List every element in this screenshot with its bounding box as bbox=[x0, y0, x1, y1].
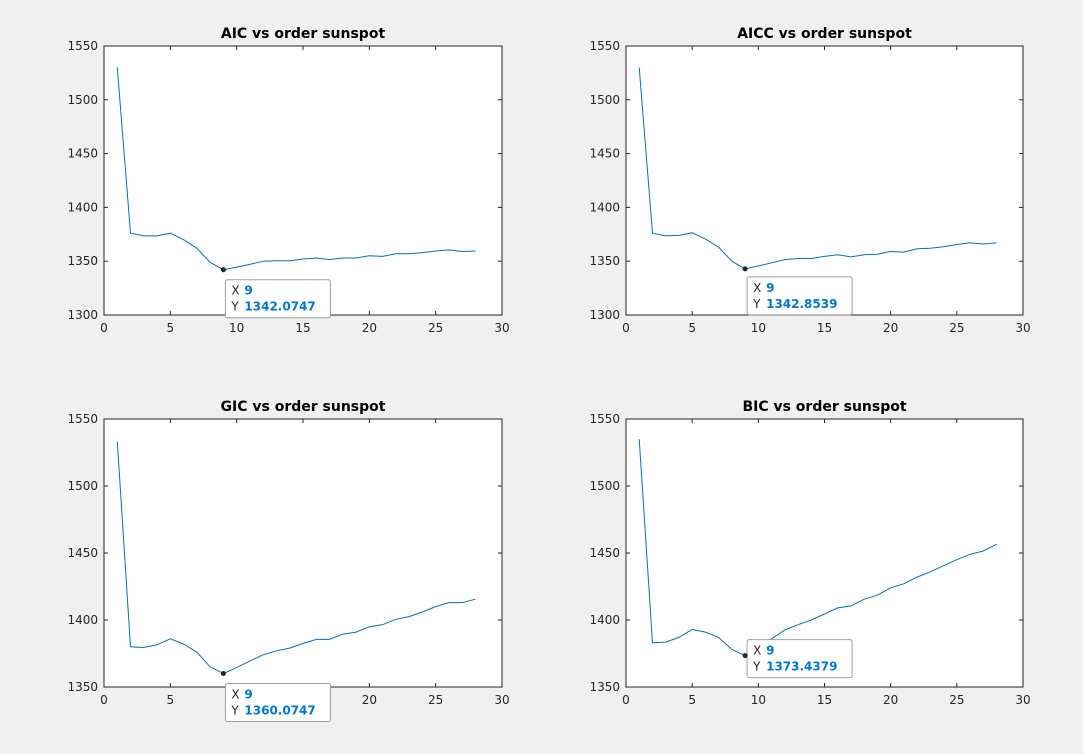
datatip-x-value: 9 bbox=[766, 644, 774, 658]
x-tick-label: 20 bbox=[362, 693, 377, 707]
chart-title: AIC vs order sunspot bbox=[221, 26, 386, 42]
series-line bbox=[116, 441, 476, 675]
series-line bbox=[638, 67, 997, 270]
datatip-marker bbox=[220, 670, 226, 676]
x-tick-label: 5 bbox=[688, 693, 696, 707]
axes-4: 0 5 10 15 20 25 30 1350 1400 1450 1500 1550 BIC vs o… bbox=[589, 399, 1030, 707]
datatip-box bbox=[746, 639, 853, 679]
y-tick-label: 1500 bbox=[589, 479, 620, 493]
datatip-y-value: 1342.0747 bbox=[244, 300, 315, 314]
datatip-x-key: X bbox=[753, 281, 761, 295]
axes-3: 05101520253013501400145015001550GIC vs o… bbox=[67, 399, 510, 722]
chart-title: GIC vs order sunspot bbox=[221, 399, 386, 415]
series-line bbox=[116, 67, 476, 271]
y-tick-label: 1350 bbox=[67, 680, 98, 694]
x-tick-label: 15 bbox=[817, 693, 832, 707]
axes-2: 0 5 10 15 20 25 30 1300 1350 1400 1450 1500 1550 AICC… bbox=[589, 26, 1030, 335]
axes-1: 0 5 10 15 20 25 30 1300 1350 1400 1450 1500 1550 AIC … bbox=[67, 26, 509, 335]
y-tick-label: 1400 bbox=[67, 200, 98, 214]
datatip-x-value: 9 bbox=[766, 281, 774, 295]
x-tick-label: 25 bbox=[949, 321, 964, 335]
axes-frame bbox=[103, 418, 503, 688]
chart-title: AICC vs order sunspot bbox=[737, 26, 912, 42]
y-tick-label: 1500 bbox=[67, 479, 98, 493]
y-tick-label: 1350 bbox=[589, 254, 620, 268]
y-tick-label: 1500 bbox=[67, 93, 98, 107]
chart-title: BIC vs order sunspot bbox=[742, 399, 906, 415]
x-tick-label: 10 bbox=[751, 321, 766, 335]
datatip: X 9Y 1342.0747 bbox=[220, 267, 331, 319]
y-tick-label: 1550 bbox=[67, 39, 98, 53]
x-tick-label: 10 bbox=[229, 321, 244, 335]
datatip-x-key: X bbox=[753, 644, 761, 658]
x-tick-label: 5 bbox=[167, 321, 175, 335]
y-tick-label: 1450 bbox=[67, 546, 98, 560]
y-tick-label: 1400 bbox=[589, 200, 620, 214]
y-tick-label: 1450 bbox=[589, 546, 620, 560]
x-tick-label: 5 bbox=[167, 693, 175, 707]
y-tick-label: 1400 bbox=[589, 613, 620, 627]
x-tick-label: 30 bbox=[494, 321, 509, 335]
x-tick-label: 5 bbox=[688, 321, 696, 335]
x-tick-label: 0 bbox=[100, 321, 108, 335]
datatip-x-value: 9 bbox=[244, 687, 252, 701]
x-tick-label: 0 bbox=[100, 693, 108, 707]
datatip-marker bbox=[220, 267, 226, 273]
datatip-x-key: X bbox=[231, 687, 239, 701]
datatip-y-value: 1373.4379 bbox=[766, 660, 837, 674]
x-tick-label: 20 bbox=[883, 321, 898, 335]
datatip-box bbox=[746, 276, 853, 316]
x-tick-label: 30 bbox=[1015, 693, 1030, 707]
x-tick-label: 25 bbox=[428, 321, 443, 335]
y-tick-label: 1450 bbox=[589, 147, 620, 161]
series-line bbox=[638, 439, 997, 657]
y-tick-label: 1550 bbox=[67, 412, 98, 426]
y-tick-label: 1450 bbox=[67, 147, 98, 161]
datatip-marker bbox=[742, 653, 748, 659]
x-tick-label: 10 bbox=[751, 693, 766, 707]
datatip-y-key: Y bbox=[752, 297, 761, 311]
datatip-y-value: 1342.8539 bbox=[766, 297, 837, 311]
y-tick-label: 1300 bbox=[67, 308, 98, 322]
datatip-box bbox=[224, 682, 331, 722]
y-tick-label: 1350 bbox=[589, 680, 620, 694]
x-tick-label: 30 bbox=[494, 693, 509, 707]
datatip: X 9Y 1342.8539 bbox=[742, 266, 853, 316]
x-tick-label: 15 bbox=[295, 321, 310, 335]
x-tick-label: 0 bbox=[622, 321, 630, 335]
datatip-y-key: Y bbox=[752, 660, 761, 674]
datatip-y-key: Y bbox=[230, 300, 239, 314]
y-tick-label: 1350 bbox=[67, 254, 98, 268]
datatip: X 9Y 1373.4379 bbox=[742, 639, 853, 679]
x-tick-label: 0 bbox=[622, 693, 630, 707]
y-tick-label: 1550 bbox=[589, 39, 620, 53]
axes-frame bbox=[625, 45, 1024, 316]
y-tick-label: 1400 bbox=[67, 613, 98, 627]
x-tick-label: 20 bbox=[883, 693, 898, 707]
x-tick-label: 20 bbox=[362, 321, 377, 335]
datatip-y-value: 1360.0747 bbox=[244, 703, 315, 717]
datatip-y-key: Y bbox=[230, 703, 239, 717]
datatip-marker bbox=[742, 266, 748, 272]
x-tick-label: 25 bbox=[428, 693, 443, 707]
x-tick-label: 25 bbox=[949, 693, 964, 707]
datatip-box bbox=[224, 279, 331, 319]
datatip: X 9Y 1360.0747 bbox=[220, 670, 331, 722]
axes-frame bbox=[103, 45, 503, 316]
x-tick-label: 15 bbox=[817, 321, 832, 335]
datatip-x-key: X bbox=[231, 284, 239, 298]
y-tick-label: 1500 bbox=[589, 93, 620, 107]
y-tick-label: 1300 bbox=[589, 308, 620, 322]
datatip-x-value: 9 bbox=[244, 284, 252, 298]
y-tick-label: 1550 bbox=[589, 412, 620, 426]
x-tick-label: 30 bbox=[1015, 321, 1030, 335]
